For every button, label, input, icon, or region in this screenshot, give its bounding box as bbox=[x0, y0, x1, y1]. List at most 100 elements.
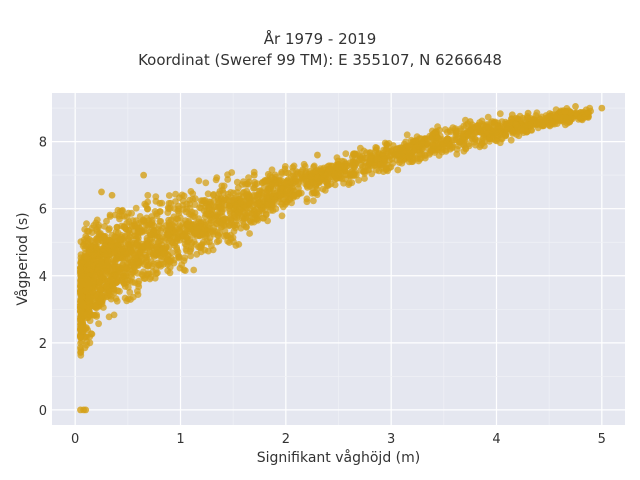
data-point bbox=[271, 179, 279, 187]
data-point bbox=[412, 138, 419, 145]
data-point bbox=[118, 207, 126, 215]
data-point bbox=[331, 172, 339, 179]
data-point bbox=[263, 177, 271, 185]
data-point bbox=[511, 120, 519, 128]
data-point bbox=[268, 166, 276, 174]
data-point bbox=[338, 157, 346, 165]
data-point bbox=[82, 406, 90, 414]
data-point bbox=[404, 148, 411, 156]
data-point bbox=[176, 227, 184, 235]
data-point bbox=[322, 178, 330, 186]
data-point bbox=[117, 236, 125, 244]
data-point bbox=[166, 205, 174, 212]
data-point bbox=[355, 176, 362, 184]
data-point bbox=[308, 169, 316, 177]
data-point bbox=[250, 184, 257, 192]
data-point bbox=[469, 135, 476, 143]
data-point bbox=[83, 254, 90, 261]
data-point bbox=[261, 206, 269, 214]
data-point bbox=[389, 160, 397, 167]
data-point bbox=[93, 313, 100, 320]
data-point bbox=[158, 199, 166, 207]
data-point bbox=[224, 171, 232, 179]
data-point bbox=[453, 146, 461, 153]
data-point bbox=[226, 239, 233, 246]
data-point bbox=[476, 128, 484, 136]
data-point bbox=[93, 216, 101, 224]
data-point bbox=[290, 192, 298, 200]
data-point bbox=[144, 241, 152, 249]
data-point bbox=[421, 154, 429, 162]
data-point bbox=[116, 287, 123, 295]
data-point bbox=[386, 152, 394, 160]
data-point bbox=[147, 231, 155, 239]
data-point bbox=[572, 103, 579, 110]
data-point bbox=[515, 132, 523, 140]
data-point bbox=[210, 224, 218, 232]
data-point bbox=[85, 261, 92, 268]
data-point bbox=[135, 234, 142, 242]
data-point bbox=[308, 179, 316, 187]
data-point bbox=[141, 261, 148, 268]
data-point bbox=[78, 259, 86, 267]
data-point bbox=[192, 241, 200, 248]
data-point bbox=[165, 192, 173, 199]
data-point bbox=[168, 249, 176, 256]
data-point bbox=[152, 197, 160, 205]
data-point bbox=[124, 235, 132, 243]
data-point bbox=[479, 135, 487, 142]
data-point bbox=[466, 118, 474, 125]
data-point bbox=[221, 195, 229, 203]
data-point bbox=[226, 221, 234, 229]
data-point bbox=[140, 171, 148, 179]
data-point bbox=[160, 250, 168, 257]
data-point bbox=[199, 197, 207, 205]
data-point bbox=[485, 123, 493, 131]
data-point bbox=[152, 193, 160, 201]
data-point bbox=[78, 293, 86, 301]
data-point bbox=[492, 129, 500, 136]
data-point bbox=[508, 111, 516, 119]
data-point bbox=[134, 269, 141, 277]
data-point bbox=[484, 113, 492, 121]
data-point bbox=[276, 191, 284, 199]
data-point bbox=[105, 313, 113, 321]
data-point bbox=[145, 219, 153, 227]
data-point bbox=[507, 126, 515, 133]
data-point bbox=[464, 131, 472, 138]
data-point bbox=[78, 271, 85, 279]
tick-labels: 0 1 2 3 4 5 0 2 4 6 8 bbox=[39, 136, 606, 447]
data-point bbox=[180, 192, 188, 200]
data-point bbox=[253, 180, 261, 188]
data-point bbox=[175, 202, 182, 210]
data-point bbox=[113, 224, 121, 231]
data-point bbox=[567, 109, 575, 117]
data-point bbox=[98, 188, 105, 196]
data-point bbox=[428, 131, 436, 139]
data-point bbox=[152, 243, 160, 251]
data-point bbox=[214, 196, 222, 204]
data-point bbox=[164, 257, 171, 264]
x-axis-title: Signifikant våghöjd (m) bbox=[257, 449, 420, 466]
data-point bbox=[103, 217, 110, 225]
data-point bbox=[233, 178, 241, 186]
chart-title-line-1: År 1979 - 2019 bbox=[263, 30, 377, 48]
data-point bbox=[598, 104, 606, 112]
data-point bbox=[506, 119, 514, 127]
data-point bbox=[489, 135, 497, 143]
data-point bbox=[250, 171, 258, 179]
data-point bbox=[167, 199, 175, 207]
data-point bbox=[183, 222, 191, 229]
chart-title-line-2: Koordinat (Sweref 99 TM): E 355107, N 62… bbox=[138, 51, 502, 69]
data-point bbox=[98, 261, 105, 269]
data-point bbox=[527, 121, 534, 129]
data-point bbox=[225, 205, 233, 213]
data-point bbox=[186, 204, 194, 212]
data-point bbox=[303, 198, 311, 206]
data-point bbox=[197, 204, 205, 212]
data-point bbox=[84, 238, 92, 245]
data-point bbox=[322, 172, 330, 180]
data-point bbox=[202, 210, 210, 218]
data-point bbox=[93, 228, 101, 235]
data-point bbox=[77, 298, 85, 306]
